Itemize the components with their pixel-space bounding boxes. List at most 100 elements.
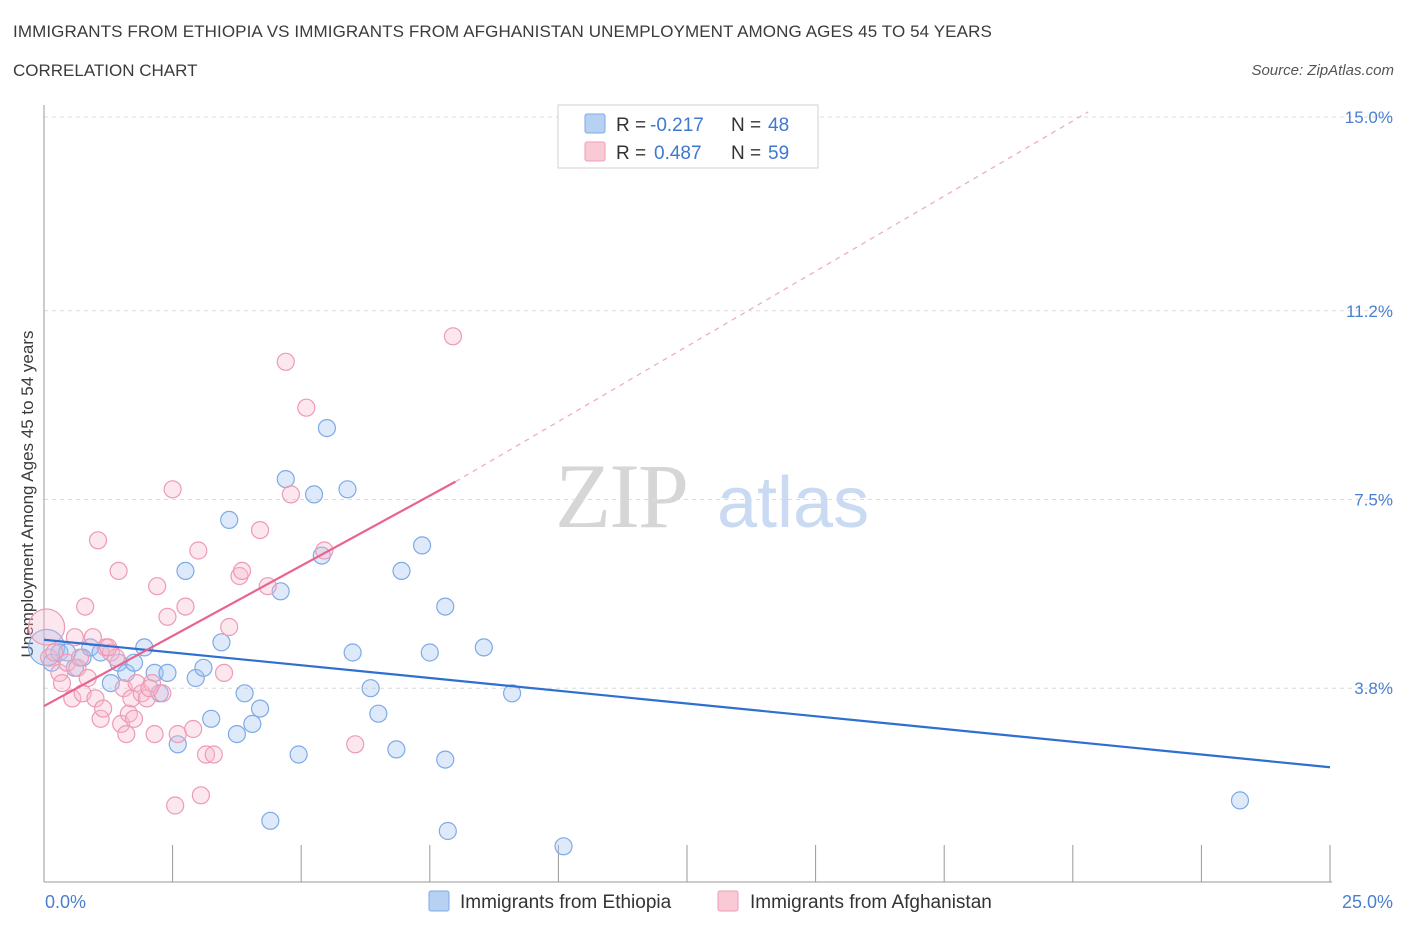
afghanistan-point (119, 704, 138, 723)
ethiopia-point (438, 821, 457, 841)
ethiopia-point (50, 643, 69, 662)
y-axis-label: Unemployment Among Ages 45 to 54 years (18, 331, 37, 658)
afghanistan-points (27, 327, 463, 815)
afghanistan-point (232, 561, 252, 581)
legend-r-value-afghanistan: 0.487 (654, 143, 702, 164)
ethiopia-point (420, 643, 439, 662)
afghanistan-point (117, 724, 136, 744)
afghanistan-point (230, 566, 249, 586)
afghanistan-point (27, 608, 66, 646)
ethiopia-point (194, 658, 213, 677)
afghanistan-point (158, 607, 177, 626)
grid (44, 116, 1393, 689)
ethiopia-point (369, 704, 388, 723)
legend-n-value-ethiopia: 48 (768, 115, 789, 136)
afghanistan-point (70, 648, 90, 667)
afghanistan-point (297, 398, 316, 417)
ethiopia-point (250, 699, 270, 718)
y-tick-labels: 3.8% 7.5% 11.2% 15.0% (1345, 108, 1393, 698)
afghanistan-point (76, 597, 95, 616)
afghanistan-point (168, 724, 187, 744)
ethiopia-point (436, 750, 455, 769)
legend-swatch-ethiopia (584, 113, 606, 134)
bottom-legend-swatch-afghanistan (717, 890, 739, 912)
afghanistan-point (163, 480, 182, 499)
afghanistan-point (281, 485, 301, 504)
bottom-legend-label-afghanistan: Immigrants from Afghanistan (750, 892, 992, 913)
ethiopia-point (261, 811, 280, 830)
afghanistan-point (250, 520, 270, 540)
afghanistan-point (196, 745, 216, 764)
afghanistan-point (184, 719, 203, 739)
axes (43, 105, 1332, 883)
ethiopia-point (276, 470, 295, 489)
ethiopia-point (186, 668, 205, 688)
y-tick-label: 15.0% (1345, 108, 1393, 127)
afghanistan-trend-extension (455, 111, 1089, 483)
afghanistan-point (214, 663, 234, 683)
ethiopia-point (392, 561, 411, 581)
y-tick-label: 11.2% (1346, 302, 1393, 321)
x-tick-label-max: 25.0% (1342, 892, 1393, 912)
ethiopia-trend-line (43, 638, 1331, 769)
legend-swatch-afghanistan (584, 141, 606, 162)
watermark-zip: ZIP (555, 445, 687, 547)
afghanistan-point (176, 597, 195, 616)
x-tick-label-min: 0.0% (45, 892, 86, 912)
ethiopia-points (27, 419, 1250, 856)
legend-r-label-afghanistan: R = (616, 143, 646, 164)
legend-box: R = -0.217 N = 48 R = 0.487 N = 59 (557, 104, 819, 169)
ethiopia-point (317, 419, 337, 438)
afghanistan-point (189, 541, 208, 560)
ethiopia-point (158, 663, 177, 683)
y-tick-label: 7.5% (1354, 491, 1393, 510)
ethiopia-point (227, 724, 246, 744)
legend-n-label-afghanistan: N = (731, 143, 761, 164)
ethiopia-point (202, 709, 221, 728)
afghanistan-point (94, 699, 113, 718)
afghanistan-point (220, 617, 239, 637)
afghanistan-point (191, 786, 210, 805)
bottom-legend-swatch-ethiopia (428, 890, 450, 912)
ethiopia-point (474, 638, 493, 657)
ethiopia-point (436, 597, 455, 616)
afghanistan-point (145, 724, 164, 744)
ethiopia-point (412, 536, 432, 555)
afghanistan-point (86, 689, 105, 708)
source-label: Source: ZipAtlas.com (1251, 62, 1394, 79)
ethiopia-point (235, 684, 254, 703)
ethiopia-point (554, 837, 573, 856)
bottom-legend-label-ethiopia: Immigrants from Ethiopia (460, 892, 672, 913)
watermark-atlas: atlas (717, 463, 869, 543)
ethiopia-point (1230, 791, 1250, 810)
legend-r-value-ethiopia: -0.217 (650, 115, 704, 136)
x-tick-marks (43, 845, 1331, 882)
ethiopia-point (338, 480, 357, 499)
afghanistan-point (204, 745, 223, 764)
ethiopia-point (343, 643, 362, 662)
ethiopia-point (503, 684, 522, 703)
afghanistan-point (276, 352, 295, 371)
afghanistan-point (124, 709, 144, 728)
chart-subtitle: CORRELATION CHART (13, 61, 198, 80)
ethiopia-point (289, 745, 308, 764)
afghanistan-point (140, 679, 159, 698)
chart-title: IMMIGRANTS FROM ETHIOPIA VS IMMIGRANTS F… (13, 22, 992, 41)
ethiopia-point (220, 510, 239, 530)
ethiopia-point (243, 714, 262, 734)
ethiopia-point (212, 633, 231, 652)
afghanistan-point (101, 643, 120, 662)
afghanistan-trend-line (43, 480, 457, 708)
ethiopia-point (304, 485, 324, 504)
afghanistan-point (88, 531, 108, 550)
ethiopia-point (361, 679, 380, 698)
legend-n-label-ethiopia: N = (731, 115, 761, 136)
legend-r-label-ethiopia: R = (616, 115, 646, 136)
y-tick-label: 3.8% (1354, 679, 1393, 698)
afghanistan-point (52, 673, 72, 693)
afghanistan-point (109, 561, 128, 581)
trend-lines (43, 111, 1331, 769)
afghanistan-point (346, 735, 365, 754)
ethiopia-point (176, 561, 195, 581)
